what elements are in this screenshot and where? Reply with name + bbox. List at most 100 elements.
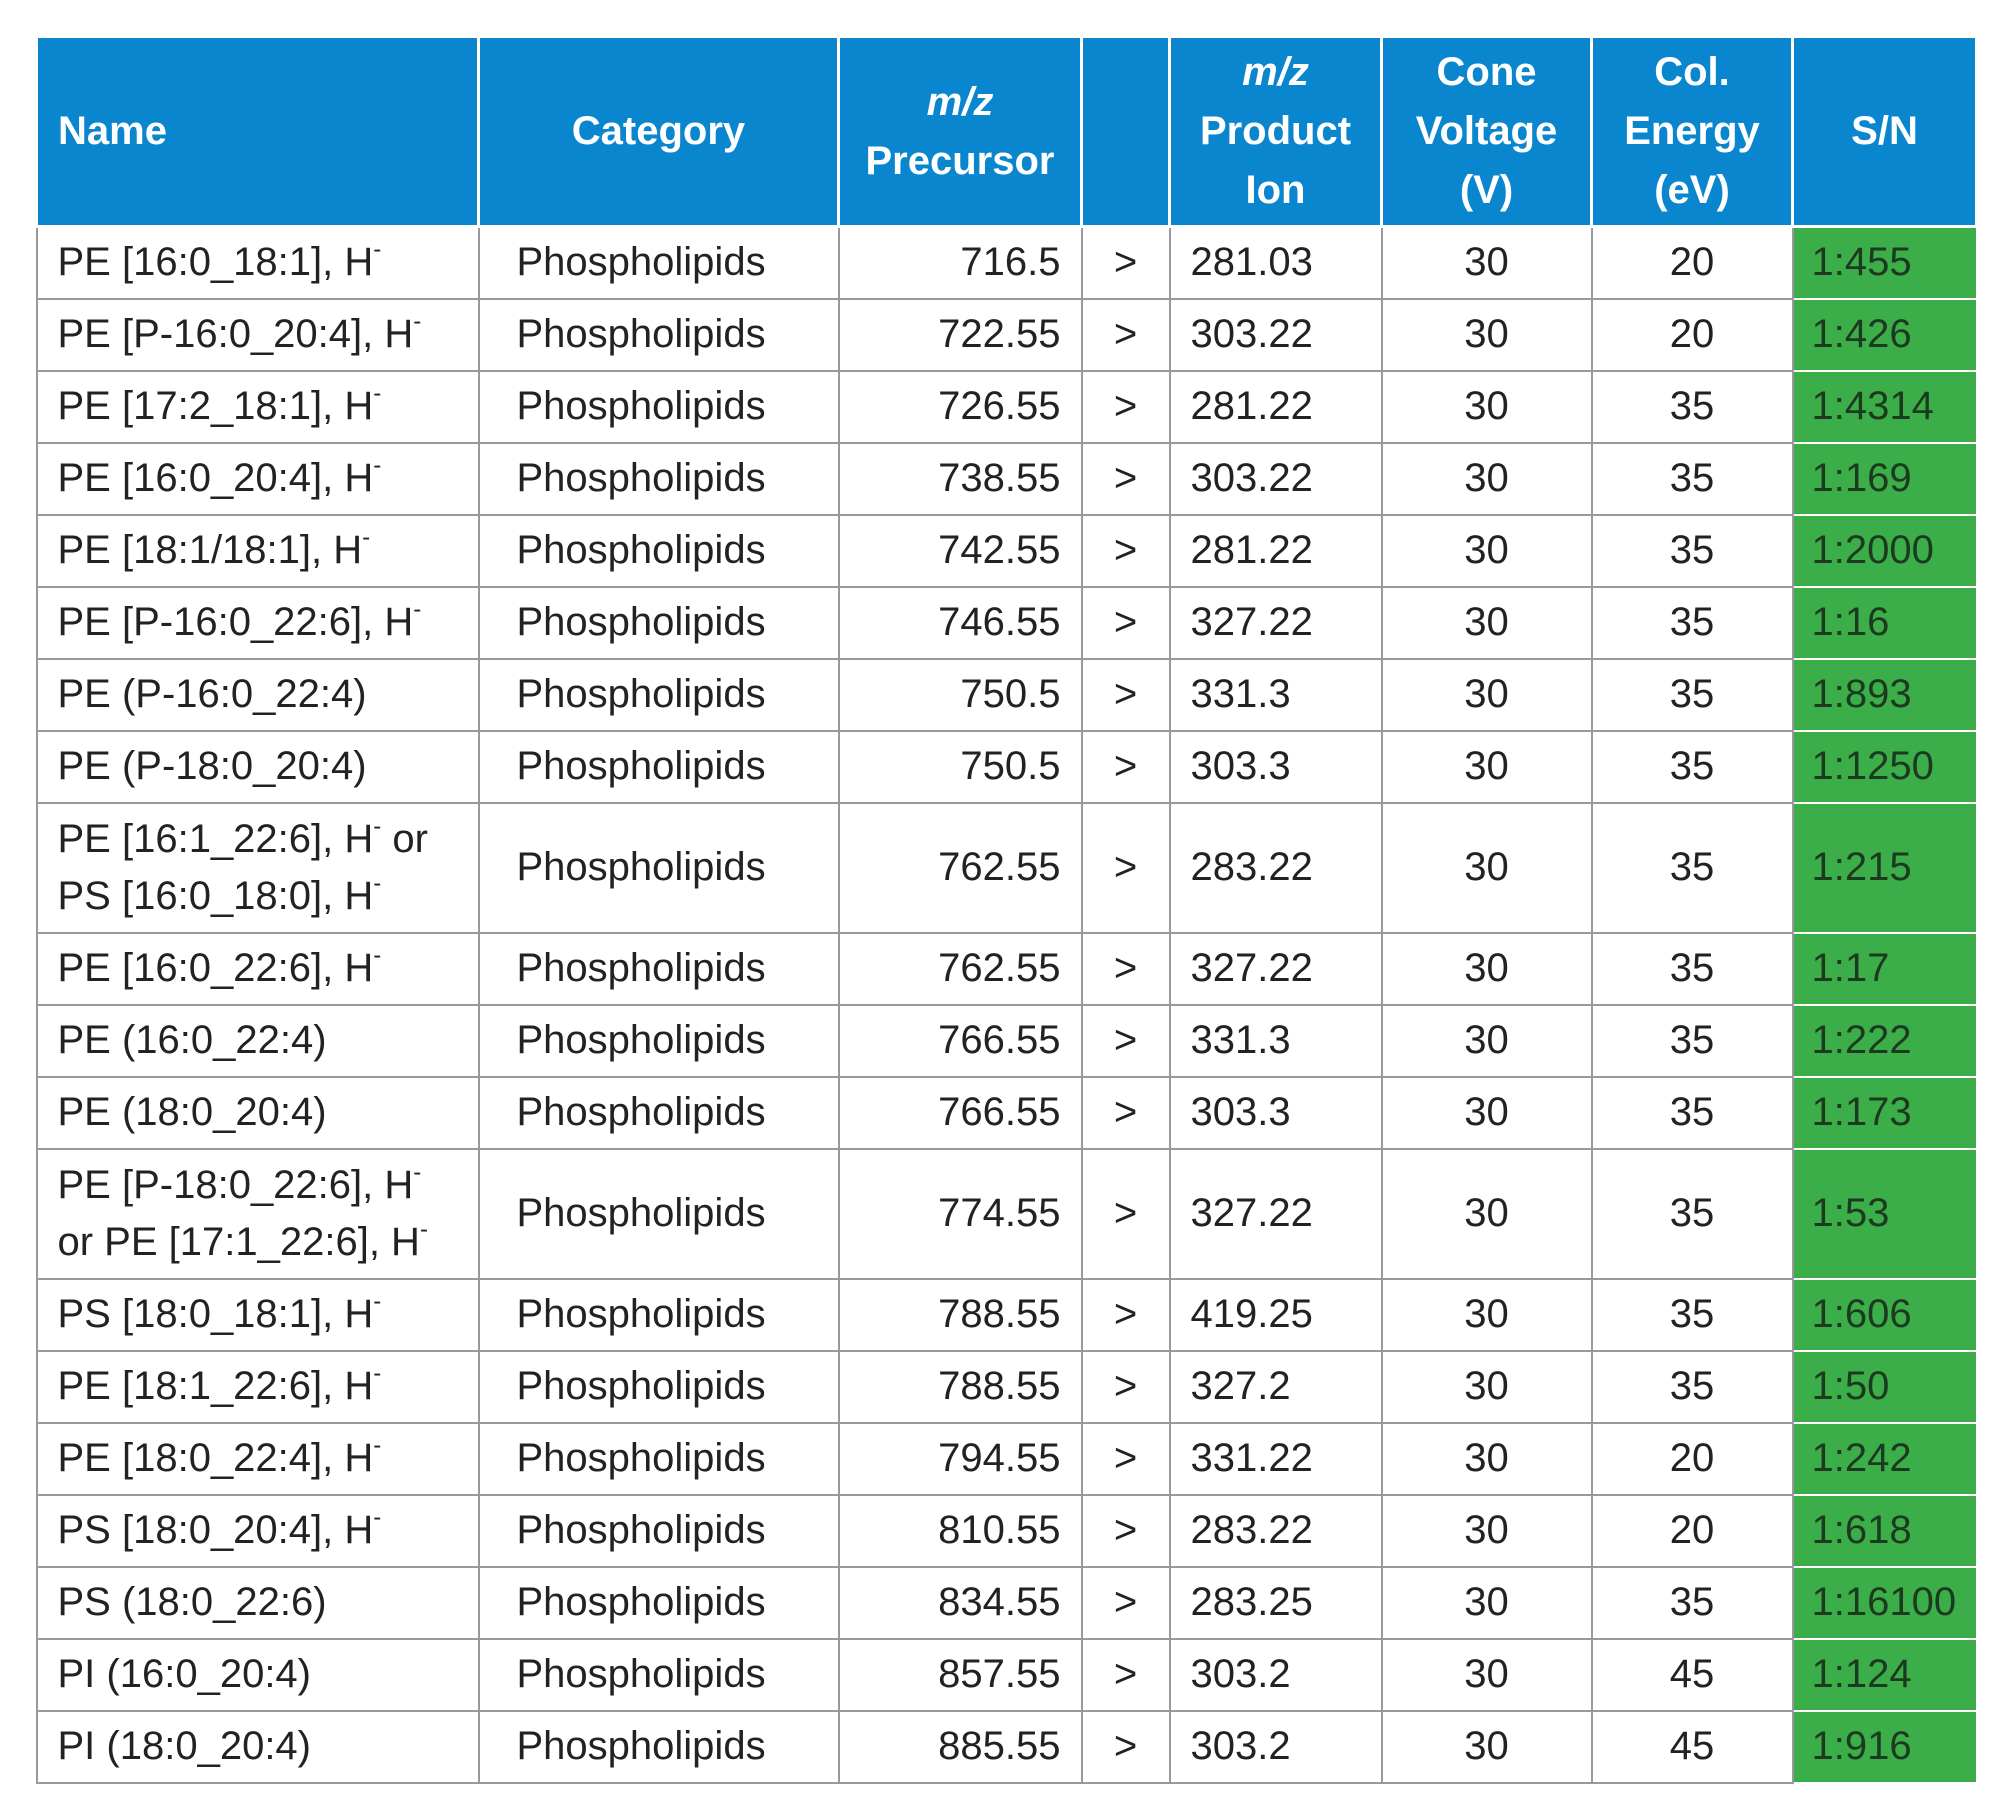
cell-cone-voltage: 30 <box>1380 297 1593 372</box>
cell-arrow: > <box>1080 585 1171 660</box>
cell-precursor: 746.55 <box>837 585 1083 660</box>
charge-superscript: - <box>373 236 382 264</box>
cell-precursor: 726.55 <box>837 369 1083 444</box>
table-row: PE [18:1/18:1], H- Phospholipids 742.55 >28… <box>35 513 1978 588</box>
cell-sn: 1:426 <box>1791 297 1978 372</box>
cell-name: PE [16:0_22:6], H- <box>35 931 480 1006</box>
name-text: PS (18:0_22:6) <box>57 1580 327 1624</box>
cell-category: Phospholipids <box>477 1277 840 1352</box>
cell-cone-voltage: 30 <box>1380 931 1593 1006</box>
header-col-1: Col. <box>1654 50 1730 94</box>
table-row: PE [16:0_18:1], H- Phospholipids 716.5 >281… <box>35 225 1978 300</box>
cell-product-ion: 283.22 <box>1168 801 1383 934</box>
cell-category: Phospholipids <box>477 513 840 588</box>
cell-name: PE [P-16:0_22:6], H- <box>35 585 480 660</box>
name-text: PI (16:0_20:4) <box>57 1652 312 1696</box>
charge-superscript: - <box>373 1360 382 1387</box>
cell-precursor: 738.55 <box>837 441 1083 516</box>
name-text: PI (18:0_20:4) <box>57 1724 312 1768</box>
cell-category: Phospholipids <box>477 1147 840 1280</box>
cell-sn: 1:455 <box>1791 225 1978 300</box>
cell-name: PE [P-18:0_22:6], H- or PE [17:1_22:6], … <box>35 1147 480 1280</box>
cell-category: Phospholipids <box>477 729 840 804</box>
cell-precursor: 762.55 <box>837 801 1083 934</box>
table-body: PE [16:0_18:1], H- Phospholipids 716.5 >281… <box>35 225 1978 1784</box>
table-row: PE [18:1_22:6], H- Phospholipids 788.55 >32… <box>35 1349 1978 1424</box>
cell-category: Phospholipids <box>477 585 840 660</box>
charge-superscript: - <box>373 452 382 479</box>
cell-sn: 1:169 <box>1791 441 1978 516</box>
charge-superscript: - <box>373 1288 382 1315</box>
table-header-row: Name Category m/z Precursor m/z Product Ion… <box>35 35 1978 228</box>
cell-precursor: 722.55 <box>837 297 1083 372</box>
cell-arrow: > <box>1080 931 1171 1006</box>
cell-name: PE (P-18:0_20:4) <box>35 729 480 804</box>
cell-name: PE [16:0_20:4], H- <box>35 441 480 516</box>
cell-collision-energy: 45 <box>1590 1709 1794 1784</box>
cell-product-ion: 283.25 <box>1168 1565 1383 1640</box>
header-category: Category <box>477 35 840 228</box>
cell-name: PI (18:0_20:4) <box>35 1709 480 1784</box>
name-text: or PE [17:1_22:6], H <box>57 1219 420 1264</box>
name-text: PE [P-16:0_22:6], H <box>57 600 414 644</box>
cell-precursor: 794.55 <box>837 1421 1083 1496</box>
cell-collision-energy: 35 <box>1590 657 1794 732</box>
charge-superscript: - <box>413 308 422 335</box>
cell-arrow: > <box>1080 1493 1171 1568</box>
cell-arrow: > <box>1080 513 1171 588</box>
cell-product-ion: 303.22 <box>1168 297 1383 372</box>
cell-precursor: 762.55 <box>837 931 1083 1006</box>
cell-collision-energy: 35 <box>1590 931 1794 1006</box>
cell-arrow: > <box>1080 441 1171 516</box>
cell-cone-voltage: 30 <box>1380 729 1593 804</box>
name-text: PE [P-16:0_20:4], H <box>57 312 414 356</box>
table-row: PE (P-16:0_22:4) Phospholipids 750.5 >331.3… <box>35 657 1978 732</box>
cell-collision-energy: 35 <box>1590 369 1794 444</box>
cell-category: Phospholipids <box>477 931 840 1006</box>
header-cone-2: Voltage <box>1415 109 1558 153</box>
cell-precursor: 742.55 <box>837 513 1083 588</box>
cell-name: PE [16:1_22:6], H- or PS [16:0_18:0], H- <box>35 801 480 934</box>
cell-category: Phospholipids <box>477 1493 840 1568</box>
cell-arrow: > <box>1080 801 1171 934</box>
cell-product-ion: 281.03 <box>1168 225 1383 300</box>
charge-superscript: - <box>373 380 382 407</box>
cell-name: PE [17:2_18:1], H- <box>35 369 480 444</box>
header-col-2: Energy <box>1624 109 1760 153</box>
cell-category: Phospholipids <box>477 1421 840 1496</box>
cell-cone-voltage: 30 <box>1380 369 1593 444</box>
cell-collision-energy: 35 <box>1590 513 1794 588</box>
cell-cone-voltage: 30 <box>1380 1637 1593 1712</box>
cell-arrow: > <box>1080 369 1171 444</box>
cell-name: PE [16:0_18:1], H- <box>35 225 480 300</box>
cell-sn: 1:222 <box>1791 1003 1978 1078</box>
cell-arrow: > <box>1080 1075 1171 1150</box>
cell-name: PI (16:0_20:4) <box>35 1637 480 1712</box>
charge-superscript: - <box>362 524 371 551</box>
cell-sn: 1:618 <box>1791 1493 1978 1568</box>
cell-sn: 1:893 <box>1791 657 1978 732</box>
cell-collision-energy: 20 <box>1590 1421 1794 1496</box>
cell-cone-voltage: 30 <box>1380 1277 1593 1352</box>
cell-sn: 1:53 <box>1791 1147 1978 1280</box>
name-text: PE [18:1/18:1], H <box>57 528 363 572</box>
cell-category: Phospholipids <box>477 1349 840 1424</box>
cell-arrow: > <box>1080 1277 1171 1352</box>
cell-name: PE [18:1/18:1], H- <box>35 513 480 588</box>
cell-precursor: 774.55 <box>837 1147 1083 1280</box>
cell-precursor: 810.55 <box>837 1493 1083 1568</box>
cell-product-ion: 327.22 <box>1168 931 1383 1006</box>
cell-cone-voltage: 30 <box>1380 1003 1593 1078</box>
table-row: PE [P-18:0_22:6], H- or PE [17:1_22:6], … <box>35 1147 1978 1280</box>
cell-category: Phospholipids <box>477 1637 840 1712</box>
cell-sn: 1:50 <box>1791 1349 1978 1424</box>
charge-superscript: - <box>413 596 422 623</box>
charge-superscript: - <box>373 1504 382 1531</box>
cell-product-ion: 419.25 <box>1168 1277 1383 1352</box>
cell-precursor: 834.55 <box>837 1565 1083 1640</box>
cell-collision-energy: 35 <box>1590 801 1794 934</box>
cell-precursor: 750.5 <box>837 729 1083 804</box>
cell-precursor: 885.55 <box>837 1709 1083 1784</box>
cell-product-ion: 283.22 <box>1168 1493 1383 1568</box>
cell-arrow: > <box>1080 297 1171 372</box>
